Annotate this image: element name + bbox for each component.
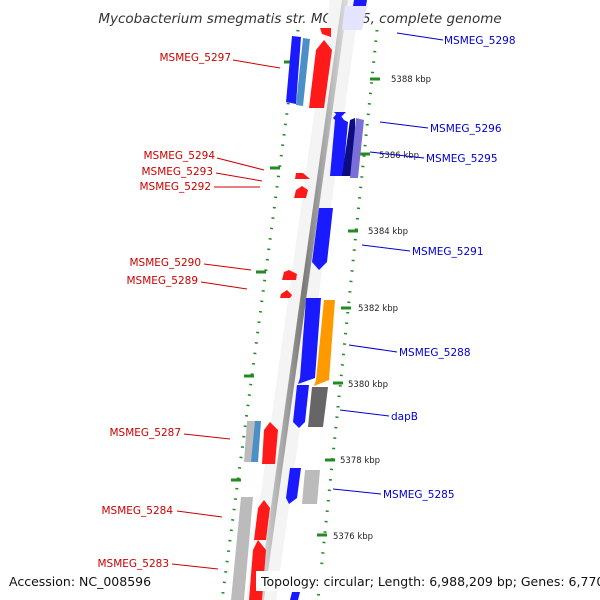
gene-msmeg-5284[interactable]: [254, 500, 270, 540]
leader-msmeg-5288: [348, 344, 398, 353]
gene-dapB-b[interactable]: [308, 387, 328, 427]
scale-ticks: [231, 60, 380, 537]
label-msmeg-5297[interactable]: MSMEG_5297: [159, 52, 231, 64]
forward-genes: [286, 0, 367, 600]
leader-msmeg-5294: [216, 157, 265, 171]
leader-msmeg-5290: [203, 263, 252, 271]
scale-label-5380: 5380 kbp: [348, 380, 388, 390]
gene-msmeg-5287[interactable]: [262, 422, 278, 464]
gene-msmeg-5284-right[interactable]: [290, 592, 300, 600]
gene-msmeg-5298[interactable]: [353, 0, 367, 6]
gene-msmeg-5298-fade: [342, 6, 367, 30]
footer-accession-bg: [4, 571, 154, 591]
leader-msmeg-5283: [171, 563, 219, 570]
leader-msmeg-5295: [369, 151, 425, 159]
label-msmeg-5292[interactable]: MSMEG_5292: [139, 181, 211, 193]
map-title: Mycobacterium smegmatis str. MC2 155, co…: [98, 11, 501, 27]
label-msmeg-5298[interactable]: MSMEG_5298: [444, 35, 516, 47]
leader-msmeg-5287: [183, 433, 231, 440]
forward-label-lines: [332, 32, 444, 495]
footer-topology: Topology: circular; Length: 6,988,209 bp…: [260, 574, 600, 589]
label-msmeg-5294[interactable]: MSMEG_5294: [143, 150, 215, 162]
gene-msmeg-5285[interactable]: [286, 468, 301, 504]
gene-msmeg-5297-b[interactable]: [296, 38, 310, 106]
label-msmeg-5290[interactable]: MSMEG_5290: [129, 257, 201, 269]
leader-msmeg-5293: [215, 172, 263, 182]
scale-label-5384: 5384 kbp: [368, 227, 408, 237]
leader-msmeg-5296: [379, 121, 429, 129]
gene-msmeg-5294[interactable]: [295, 173, 310, 179]
leader-msmeg-5285: [332, 488, 382, 495]
backbone-line: [258, 0, 348, 600]
label-msmeg-5293[interactable]: MSMEG_5293: [141, 166, 213, 178]
scale-label-5386: 5386 kbp: [379, 151, 419, 161]
label-msmeg-5288[interactable]: MSMEG_5288: [399, 347, 471, 359]
gene-msmeg-5297[interactable]: [309, 40, 332, 108]
gene-msmeg-5290[interactable]: [282, 270, 297, 280]
gene-msmeg-5284-a[interactable]: [231, 497, 253, 600]
gene-msmeg-5297-top[interactable]: [320, 28, 331, 37]
label-msmeg-5285[interactable]: MSMEG_5285: [383, 489, 455, 501]
reverse-label-lines: [171, 59, 281, 570]
footer-accession: Accession: NC_008596: [9, 574, 151, 589]
gene-msmeg-5287-b[interactable]: [251, 421, 261, 462]
leader-msmeg-5284: [176, 510, 223, 518]
gene-msmeg-5296-top: [334, 112, 346, 118]
label-msmeg-5289[interactable]: MSMEG_5289: [126, 275, 198, 287]
leader-msmeg-5291: [361, 244, 411, 252]
gene-msmeg-5288-b[interactable]: [314, 300, 335, 386]
gene-msmeg-5292[interactable]: [294, 186, 308, 198]
footer-topology-bg: [256, 571, 596, 591]
gene-msmeg-5296[interactable]: [330, 112, 348, 176]
label-msmeg-5283[interactable]: MSMEG_5283: [97, 558, 169, 570]
gene-msmeg-5285-b[interactable]: [302, 470, 320, 504]
gene-msmeg-5289[interactable]: [280, 290, 292, 298]
leader-msmeg-5289: [200, 281, 248, 290]
scale-label-5376: 5376 kbp: [333, 532, 373, 542]
leader-msmeg-5297: [232, 59, 281, 69]
gene-msmeg-5295-b[interactable]: [350, 118, 364, 178]
label-msmeg-5291[interactable]: MSMEG_5291: [412, 246, 484, 258]
leader-dapB: [339, 409, 390, 417]
scale-label-5378: 5378 kbp: [340, 456, 380, 466]
scale-label-5388: 5388 kbp: [391, 75, 431, 85]
gene-msmeg-5297-a[interactable]: [286, 36, 301, 104]
guide-line-left: [220, 29, 300, 600]
gene-dapB[interactable]: [293, 385, 309, 428]
label-dapB[interactable]: dapB: [391, 411, 418, 423]
leader-msmeg-5298: [396, 32, 444, 41]
guide-line-right: [316, 29, 379, 600]
label-msmeg-5295[interactable]: MSMEG_5295: [426, 153, 498, 165]
gene-msmeg-5291[interactable]: [312, 208, 333, 270]
label-msmeg-5287[interactable]: MSMEG_5287: [109, 427, 181, 439]
label-msmeg-5284[interactable]: MSMEG_5284: [101, 505, 173, 517]
label-msmeg-5296[interactable]: MSMEG_5296: [430, 123, 502, 135]
scale-label-5382: 5382 kbp: [358, 304, 398, 314]
gene-msmeg-5288[interactable]: [298, 298, 321, 384]
